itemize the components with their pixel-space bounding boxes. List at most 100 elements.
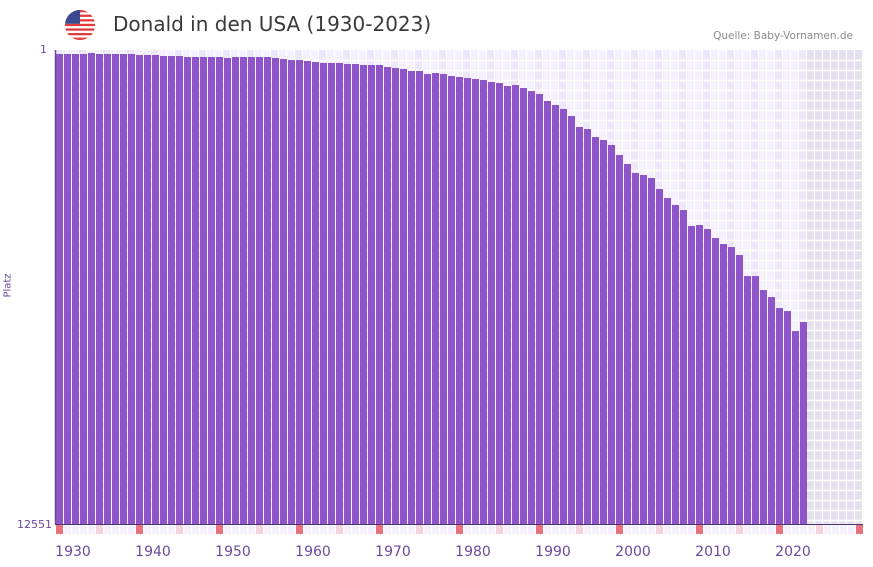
bar-2013[interactable] — [720, 244, 727, 524]
bar-1932[interactable] — [72, 54, 79, 524]
x-tick-label: 2000 — [615, 544, 651, 560]
bar-1953[interactable] — [240, 56, 247, 525]
bar-2009[interactable] — [688, 226, 695, 525]
bar-1967[interactable] — [352, 64, 359, 524]
bar-1993[interactable] — [560, 108, 567, 524]
bar-1930[interactable] — [56, 54, 63, 524]
bar-1979[interactable] — [448, 75, 455, 525]
bar-1978[interactable] — [440, 73, 447, 524]
bar-1971[interactable] — [384, 66, 391, 524]
bar-1940[interactable] — [136, 54, 143, 524]
bar-1935[interactable] — [96, 54, 103, 524]
bar-1989[interactable] — [528, 91, 535, 524]
bar-2017[interactable] — [752, 276, 759, 524]
bar-1972[interactable] — [392, 68, 399, 524]
bar-1994[interactable] — [568, 116, 575, 524]
bar-1984[interactable] — [488, 81, 495, 524]
year-marker — [112, 525, 119, 534]
bar-1957[interactable] — [272, 58, 279, 524]
bar-2011[interactable] — [704, 229, 711, 524]
bar-2014[interactable] — [728, 247, 735, 525]
bar-1970[interactable] — [376, 64, 383, 524]
bar-1966[interactable] — [344, 64, 351, 524]
bar-1949[interactable] — [208, 56, 215, 525]
bar-1995[interactable] — [576, 127, 583, 524]
bar-1997[interactable] — [592, 137, 599, 525]
bar-2006[interactable] — [664, 198, 671, 524]
bar-1952[interactable] — [232, 56, 239, 525]
bar-2016[interactable] — [744, 276, 751, 524]
bar-2012[interactable] — [712, 238, 719, 524]
bar-1955[interactable] — [256, 56, 263, 525]
bar-1948[interactable] — [200, 56, 207, 525]
bar-2015[interactable] — [736, 255, 743, 524]
bar-1937[interactable] — [112, 54, 119, 524]
bar-2005[interactable] — [656, 189, 663, 524]
bar-1990[interactable] — [536, 94, 543, 524]
bar-1951[interactable] — [224, 58, 231, 524]
bar-1988[interactable] — [520, 87, 527, 524]
bar-1941[interactable] — [144, 54, 151, 524]
bar-1975[interactable] — [416, 70, 423, 525]
bar-1996[interactable] — [584, 129, 591, 525]
bar-1947[interactable] — [192, 56, 199, 525]
bar-1956[interactable] — [264, 56, 271, 525]
bar-1992[interactable] — [552, 104, 559, 525]
bar-2008[interactable] — [680, 210, 687, 525]
bar-1987[interactable] — [512, 85, 519, 525]
bar-2007[interactable] — [672, 205, 679, 524]
bar-2023[interactable] — [800, 322, 807, 524]
bar-1962[interactable] — [312, 62, 319, 524]
bar-1998[interactable] — [600, 140, 607, 524]
bar-2010[interactable] — [696, 225, 703, 525]
bar-1977[interactable] — [432, 73, 439, 524]
bar-1983[interactable] — [480, 79, 487, 524]
bar-2001[interactable] — [624, 164, 631, 524]
bar-1945[interactable] — [176, 56, 183, 525]
bar-2018[interactable] — [760, 290, 767, 524]
bar-1964[interactable] — [328, 62, 335, 524]
bar-1954[interactable] — [248, 56, 255, 525]
bar-1938[interactable] — [120, 54, 127, 524]
bar-2021[interactable] — [784, 311, 791, 524]
bar-1991[interactable] — [544, 100, 551, 525]
bar-1973[interactable] — [400, 68, 407, 524]
bar-1963[interactable] — [320, 62, 327, 524]
bar-1986[interactable] — [504, 85, 511, 525]
bar-2004[interactable] — [648, 177, 655, 524]
bar-1961[interactable] — [304, 60, 311, 525]
bar-1999[interactable] — [608, 144, 615, 525]
bar-1946[interactable] — [184, 56, 191, 525]
bar-1942[interactable] — [152, 54, 159, 524]
year-marker — [384, 525, 391, 534]
bar-1965[interactable] — [336, 62, 343, 524]
year-marker — [664, 525, 671, 534]
bar-1960[interactable] — [296, 60, 303, 525]
bar-1982[interactable] — [472, 79, 479, 524]
bar-2019[interactable] — [768, 297, 775, 524]
bar-1981[interactable] — [464, 77, 471, 525]
bar-1950[interactable] — [216, 56, 223, 525]
bar-1936[interactable] — [104, 54, 111, 524]
bar-1944[interactable] — [168, 56, 175, 525]
bar-1974[interactable] — [408, 70, 415, 525]
bar-1985[interactable] — [496, 83, 503, 524]
bar-1958[interactable] — [280, 58, 287, 524]
bar-1959[interactable] — [288, 60, 295, 525]
bar-1969[interactable] — [368, 64, 375, 524]
bar-1976[interactable] — [424, 73, 431, 524]
bar-2003[interactable] — [640, 175, 647, 524]
bar-2020[interactable] — [776, 308, 783, 524]
bar-1933[interactable] — [80, 54, 87, 524]
bar-2022[interactable] — [792, 331, 799, 524]
bar-2002[interactable] — [632, 173, 639, 525]
bar-1980[interactable] — [456, 77, 463, 524]
bar-2000[interactable] — [616, 154, 623, 524]
year-marker — [408, 525, 415, 534]
bar-1939[interactable] — [128, 54, 135, 524]
year-marker — [640, 525, 647, 534]
bar-1968[interactable] — [360, 64, 367, 524]
bar-1931[interactable] — [64, 54, 71, 524]
bar-1943[interactable] — [160, 56, 167, 525]
bar-1934[interactable] — [88, 52, 95, 525]
